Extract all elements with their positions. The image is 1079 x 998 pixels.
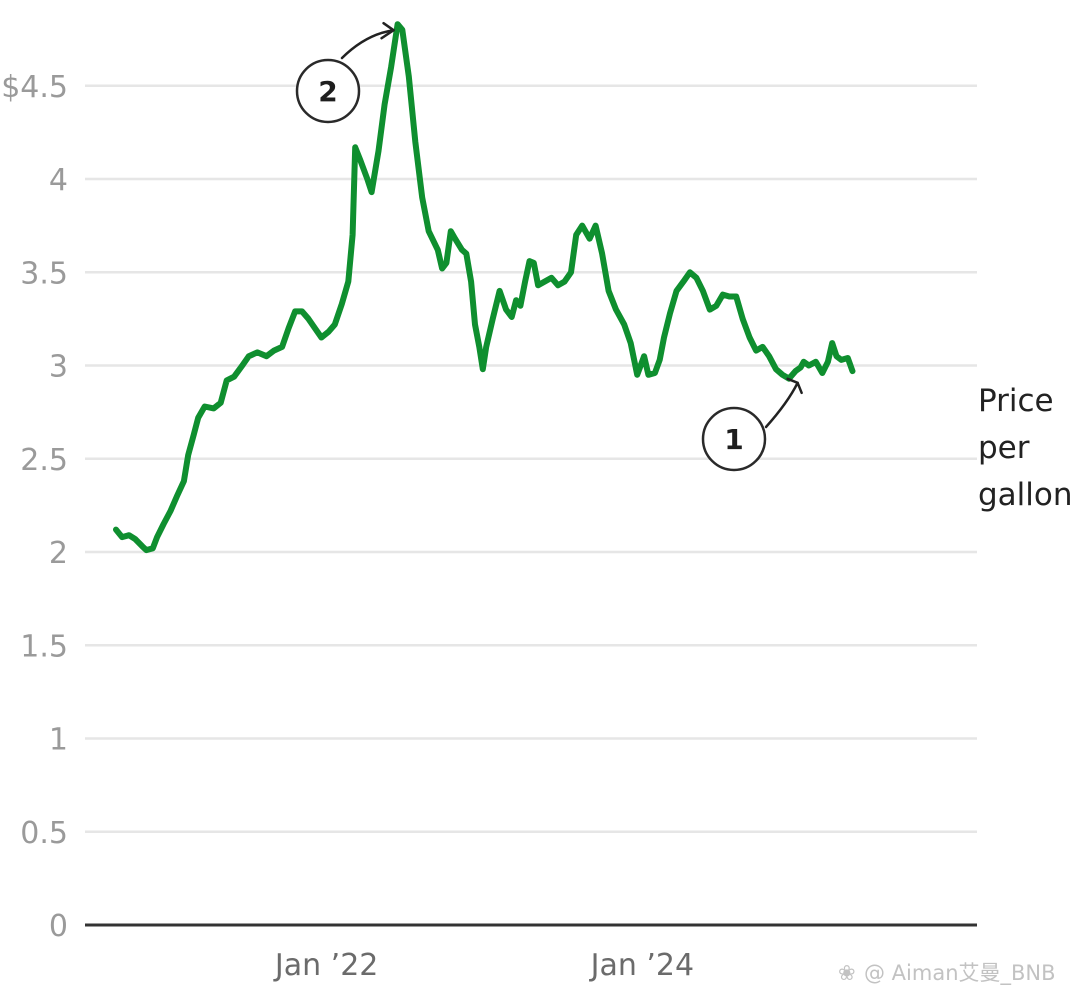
y-tick-label: 4 — [49, 163, 68, 198]
y-axis-ticks: 0 0.5 1 1.5 2 2.5 3 3.5 4 $4.5 — [1, 70, 68, 944]
series-line — [113, 21, 856, 554]
annotation-arrow — [764, 381, 799, 429]
y-tick-label: 2.5 — [20, 443, 68, 478]
annotation-arrow — [340, 28, 395, 60]
annotation-arrowhead — [380, 21, 395, 40]
watermark-text: @ Aiman艾曼_BNB — [864, 961, 1056, 986]
annotation-arrowhead — [786, 377, 803, 395]
x-axis-ticks: Jan ’22 Jan ’24 — [273, 948, 694, 983]
x-tick-label: Jan ’24 — [589, 948, 695, 983]
series-layer — [113, 21, 856, 554]
y-tick-label: $4.5 — [1, 70, 68, 105]
y-tick-label: 3 — [49, 350, 68, 385]
y-tick-label: 2 — [49, 536, 68, 571]
annotation-marker — [295, 58, 361, 124]
y-tick-label: 3.5 — [20, 256, 68, 291]
series-label: Price — [978, 383, 1054, 419]
watermark: ❀ @ Aiman艾曼_BNB — [838, 961, 1056, 986]
watermark-icon: ❀ — [838, 961, 856, 985]
y-tick-label: 0.5 — [20, 816, 68, 851]
y-tick-label: 0 — [49, 909, 68, 944]
series-label: gallon — [978, 477, 1073, 513]
x-tick-label: Jan ’22 — [273, 948, 379, 983]
annotation-label: 2 — [318, 75, 337, 108]
annotation-label: 1 — [724, 423, 743, 456]
annotations: 12 — [295, 21, 803, 472]
gridlines — [85, 84, 977, 927]
y-tick-label: 1.5 — [20, 629, 68, 664]
annotation-marker — [701, 406, 767, 472]
series-label: per — [978, 430, 1030, 466]
series-labels: Price per gallon — [978, 383, 1073, 513]
y-tick-label: 1 — [49, 723, 68, 758]
